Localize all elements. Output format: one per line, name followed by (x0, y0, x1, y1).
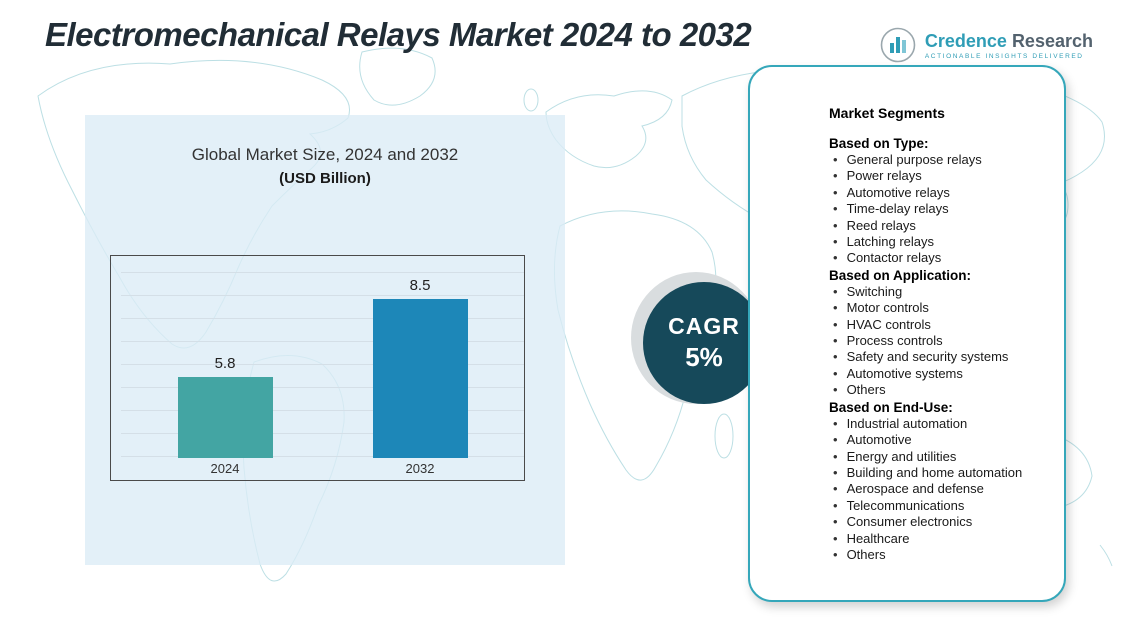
bar-value-label: 8.5 (409, 277, 431, 294)
segment-item: Safety and security systems (833, 349, 1052, 365)
segment-item: Process controls (833, 333, 1052, 349)
chart-title: Global Market Size, 2024 and 2032 (191, 145, 459, 164)
bar-plot: 5.8 2024 8.5 2032 (111, 256, 524, 480)
chart-subtitle: (USD Billion) (279, 170, 371, 187)
page-title: Electromechanical Relays Market 2024 to … (45, 16, 752, 53)
segment-item: Healthcare (833, 531, 1052, 547)
segment-item: Power relays (833, 168, 1052, 184)
cagr-badge-circle: CAGR 5% (643, 282, 765, 404)
segment-item: Automotive relays (833, 185, 1052, 201)
segments-groups: Based on Type:General purpose relaysPowe… (829, 135, 1052, 563)
segment-item: Reed relays (833, 218, 1052, 234)
segment-item: Latching relays (833, 234, 1052, 250)
segment-item: Telecommunications (833, 498, 1052, 514)
segment-item: Automotive (833, 432, 1052, 448)
segment-item: Switching (833, 284, 1052, 300)
chart-panel: Global Market Size, 2024 and 2032 (USD B… (85, 115, 565, 565)
cagr-value: 5% (685, 342, 723, 372)
cagr-badge: CAGR 5% (631, 272, 777, 418)
bar-chart: 5.8 2024 8.5 2032 (110, 255, 525, 481)
brand-logo: Credence Research ACTIONABLE INSIGHTS DE… (879, 26, 1093, 64)
segment-item: Motor controls (833, 300, 1052, 316)
cagr-label: CAGR (668, 313, 740, 339)
credence-logo-icon (880, 27, 916, 63)
segment-group-heading: Based on End-Use: (829, 399, 953, 415)
brand-name-secondary: Research (1011, 30, 1093, 51)
segment-list: Industrial automationAutomotiveEnergy an… (829, 416, 1052, 564)
segment-list: General purpose relaysPower relaysAutomo… (829, 152, 1052, 267)
bar-category-label: 2032 (405, 461, 435, 476)
segment-item: Building and home automation (833, 465, 1052, 481)
segment-item: Aerospace and defense (833, 481, 1052, 497)
segment-group-heading: Based on Application: (829, 267, 972, 283)
brand-name: Credence Research (925, 31, 1093, 51)
bar-group: 8.5 2032 (372, 277, 468, 476)
segment-list: SwitchingMotor controlsHVAC controlsProc… (829, 284, 1052, 399)
bar (372, 299, 468, 458)
segment-item: Automotive systems (833, 366, 1052, 382)
segment-item: General purpose relays (833, 152, 1052, 168)
segment-item: Others (833, 547, 1052, 563)
segment-item: Energy and utilities (833, 449, 1052, 465)
bar-value-label: 5.8 (214, 355, 236, 372)
bar-category-label: 2024 (210, 461, 240, 476)
segment-item: Others (833, 382, 1052, 398)
segment-group-heading: Based on Type: (829, 136, 929, 151)
brand-text: Credence Research ACTIONABLE INSIGHTS DE… (925, 31, 1093, 60)
segment-item: HVAC controls (833, 317, 1052, 333)
segment-item: Time-delay relays (833, 201, 1052, 217)
bar (177, 377, 273, 458)
brand-name-primary: Credence (924, 30, 1007, 51)
segment-item: Industrial automation (833, 416, 1052, 432)
segments-heading: Market Segments (829, 105, 945, 121)
brand-tagline: ACTIONABLE INSIGHTS DELIVERED (924, 52, 1084, 60)
segment-item: Consumer electronics (833, 514, 1052, 530)
market-segments-card: Market Segments Based on Type:General pu… (748, 65, 1066, 602)
bar-group: 5.8 2024 (177, 355, 273, 476)
segment-item: Contactor relays (833, 250, 1052, 266)
